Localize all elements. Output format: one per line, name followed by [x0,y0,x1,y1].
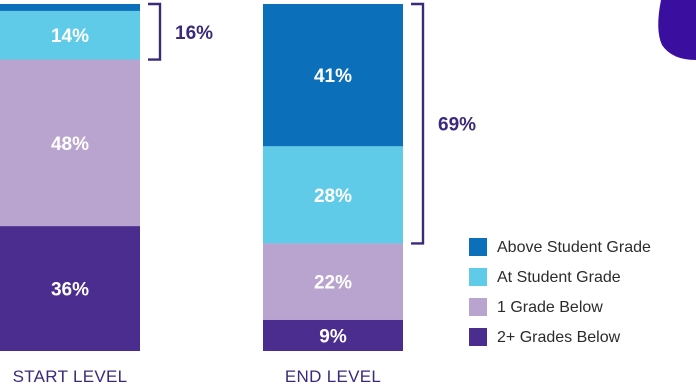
legend-swatch [469,238,487,256]
data-label: 9% [319,326,347,347]
data-label: 22% [314,273,352,294]
category-label: START LEVEL [13,367,128,385]
bar-segment-above_grade-end [263,4,403,147]
bar-segment-one_below-start [0,59,140,227]
data-label: 36% [51,280,89,301]
bar-segment-two_below-start [0,226,140,351]
legend-label: 1 Grade Below [497,299,603,316]
legend-label: At Student Grade [497,269,621,286]
legend-swatch [469,328,487,346]
data-label: 14% [51,26,89,47]
bracket-label: 16% [175,23,213,44]
category-label: END LEVEL [285,367,381,385]
legend-swatch [469,298,487,316]
bracket-end [411,2,425,245]
legend-swatch [469,268,487,286]
data-label: 28% [314,186,352,207]
bar-segment-two_below-end [263,319,403,351]
data-label: 48% [51,134,89,155]
bar-segment-one_below-end [263,243,403,320]
bracket-label: 69% [438,115,476,136]
bar-segment-at_grade-start [0,10,140,60]
bracket-start [148,2,162,61]
data-label: 41% [314,66,352,87]
legend-label: 2+ Grades Below [497,329,621,346]
decorative-shape [658,0,696,60]
legend-label: Above Student Grade [497,239,651,256]
bar-segment-above_grade-start [0,4,140,11]
bar-segment-at_grade-end [263,146,403,244]
